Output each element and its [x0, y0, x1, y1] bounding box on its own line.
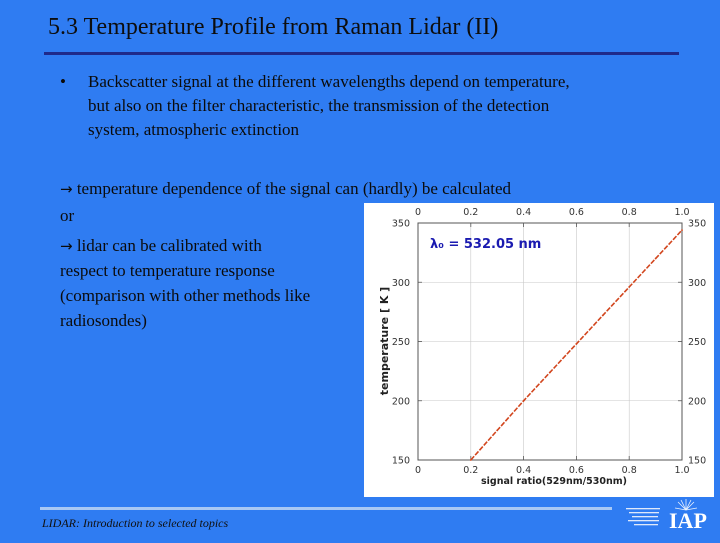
or-text: or [60, 206, 75, 225]
y-axis-label: temperature [ K ] [378, 287, 391, 395]
x-tick-label-top: 0.8 [622, 207, 637, 218]
footer-rule [40, 507, 612, 510]
body-line-1: respect to temperature response [60, 261, 275, 280]
y-tick-label: 300 [392, 278, 410, 289]
x-tick-label: 0.6 [569, 465, 584, 476]
y-tick-label: 150 [392, 456, 410, 467]
x-tick-label: 0.8 [622, 465, 637, 476]
bullet-line-3: system, atmospheric extinction [88, 120, 300, 139]
x-tick-label: 0.4 [516, 465, 531, 476]
chart-panel: 0 0 0.2 0.2 0.4 0.4 0.6 0.6 0.8 0.8 1.0 1.0 350 350 30… [364, 203, 714, 497]
body-line-3: radiosondes) [60, 311, 147, 330]
arrow-icon: → [60, 237, 73, 255]
slide-title: 5.3 Temperature Profile from Raman Lidar… [48, 14, 499, 40]
bullet-symbol: • [60, 72, 66, 91]
wavelength-annotation: λ₀ = 532.05 nm [430, 237, 541, 252]
data-point [496, 429, 499, 432]
arrow-line-2: → lidar can be calibrated with [60, 234, 262, 258]
logo-small-text-lines [626, 508, 660, 526]
data-point [575, 342, 578, 345]
data-point [628, 286, 631, 288]
y-tick-label-right: 350 [688, 219, 706, 230]
x-tick-label-top: 1.0 [674, 207, 689, 218]
grid-layer [418, 223, 682, 460]
y-tick-label-right: 300 [688, 278, 706, 289]
y-tick-label-right: 200 [688, 396, 706, 407]
arrow-icon: → [60, 180, 73, 198]
iap-logo: IAP [620, 496, 716, 538]
data-point [654, 257, 657, 260]
body-line-2: (comparison with other methods like [60, 286, 311, 305]
x-tick-label: 0 [415, 465, 421, 476]
arrow-line-2-text: lidar can be calibrated with [72, 236, 262, 255]
footer-text: LIDAR: Introduction to selected topics [42, 516, 229, 530]
bullet-line-1: Backscatter signal at the different wave… [88, 72, 570, 91]
data-point [522, 399, 525, 402]
title-rule [44, 52, 679, 55]
arrow-line-1: → temperature dependence of the signal c… [60, 177, 511, 201]
logo-sun-icon [674, 499, 698, 511]
x-tick-label-top: 0.2 [463, 207, 478, 218]
y-tick-label: 350 [392, 219, 410, 230]
x-tick-label: 0.2 [463, 465, 478, 476]
x-tick-label: 1.0 [674, 465, 689, 476]
x-tick-label-top: 0.6 [569, 207, 584, 218]
y-tick-label: 200 [392, 396, 410, 407]
x-tick-label-top: 0 [415, 207, 421, 218]
x-axis-label: signal ratio(529nm/530nm) [481, 476, 627, 487]
y-tick-label-right: 150 [688, 456, 706, 467]
x-tick-label-top: 0.4 [516, 207, 531, 218]
bullet-text: Backscatter signal at the different wave… [88, 70, 668, 142]
data-point [549, 371, 551, 374]
data-point [469, 459, 472, 461]
y-tick-label-right: 250 [688, 337, 706, 348]
y-tick-label: 250 [392, 337, 410, 348]
bullet-line-2: but also on the filter characteristic, t… [88, 96, 550, 115]
point-layer [469, 229, 683, 461]
data-point [601, 314, 604, 317]
logo-text: IAP [669, 508, 707, 533]
data-point [681, 229, 683, 232]
arrow-line-1-text: temperature dependence of the signal can… [72, 179, 512, 198]
